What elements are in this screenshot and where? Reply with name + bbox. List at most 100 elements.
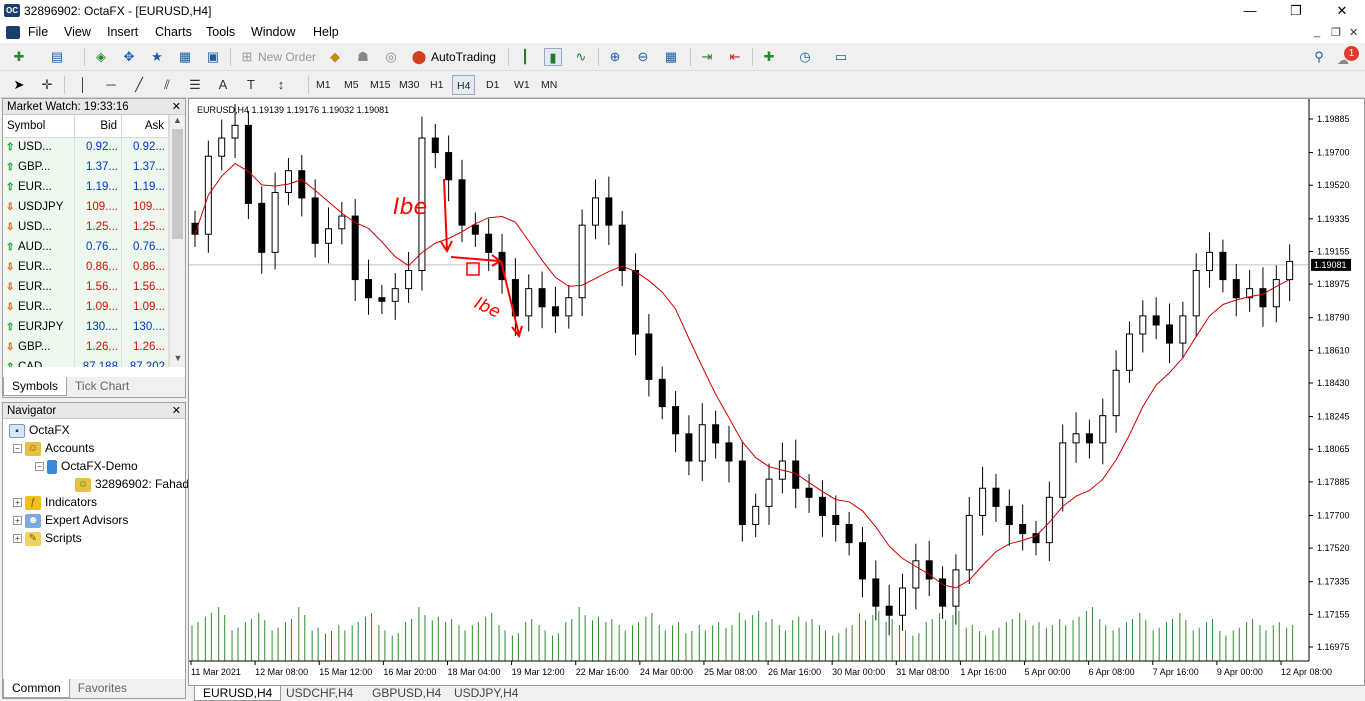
- strategy-tester-icon[interactable]: ▣: [206, 49, 220, 64]
- close-icon[interactable]: ✕: [171, 405, 181, 417]
- ask-cell[interactable]: 0.86...: [121, 257, 170, 277]
- symbol-cell[interactable]: ⇧ EUR...: [3, 177, 75, 197]
- bid-cell[interactable]: 1.56...: [74, 277, 122, 297]
- bid-cell[interactable]: 0.86...: [74, 257, 122, 277]
- table-row[interactable]: ⇩ USDJPY 109.... 109....: [3, 197, 170, 217]
- horizontal-line-icon[interactable]: ─: [106, 77, 116, 92]
- nav-scripts[interactable]: + ✎ Scripts: [9, 529, 185, 547]
- menu-view[interactable]: View: [64, 25, 91, 39]
- ask-cell[interactable]: 109....: [121, 197, 170, 217]
- tab-common[interactable]: Common: [3, 679, 70, 698]
- chart-shift-icon[interactable]: ⇤: [729, 49, 741, 64]
- text-label-icon[interactable]: T: [247, 77, 255, 92]
- column-header-ask[interactable]: Ask: [121, 115, 170, 138]
- notifications-button[interactable]: ☁ 1: [1337, 46, 1359, 67]
- bid-cell[interactable]: 109....: [74, 197, 122, 217]
- symbol-cell[interactable]: ⇧ USD...: [3, 137, 75, 157]
- symbol-cell[interactable]: ⇧ GBP...: [3, 157, 75, 177]
- line-chart-icon[interactable]: ∿: [575, 49, 587, 64]
- symbol-cell[interactable]: ⇧ AUD...: [3, 237, 75, 257]
- profiles-icon[interactable]: ▤: [50, 49, 64, 64]
- timeframe-h4[interactable]: H4: [452, 75, 476, 95]
- column-header-bid[interactable]: Bid: [74, 115, 122, 138]
- new-order-button[interactable]: New Order: [258, 50, 317, 64]
- timeframe-mn[interactable]: MN: [541, 79, 558, 91]
- expand-icon[interactable]: +: [13, 516, 22, 526]
- mdi-restore-button[interactable]: ❐: [1331, 27, 1341, 39]
- expand-icon[interactable]: +: [13, 534, 22, 544]
- market-watch-icon[interactable]: ◈: [96, 49, 106, 64]
- tab-symbols[interactable]: Symbols: [3, 377, 68, 396]
- table-row[interactable]: ⇧ EUR... 1.19... 1.19...: [3, 177, 170, 197]
- signals-icon[interactable]: ◎: [385, 49, 397, 64]
- nav-root[interactable]: ▪ OctaFX: [9, 421, 185, 439]
- autotrading-button[interactable]: AutoTrading: [431, 50, 496, 64]
- menu-tools[interactable]: Tools: [206, 25, 236, 39]
- scroll-down-icon[interactable]: ▼: [173, 353, 183, 363]
- ask-cell[interactable]: 0.92...: [121, 137, 170, 157]
- vertical-line-icon[interactable]: │: [78, 77, 88, 92]
- menu-file[interactable]: File: [28, 25, 49, 39]
- ask-cell[interactable]: 1.37...: [121, 157, 170, 177]
- zoom-in-icon[interactable]: ⊕: [609, 49, 621, 64]
- terminal-icon[interactable]: ▦: [178, 49, 192, 64]
- timeframe-m5[interactable]: M5: [344, 79, 359, 91]
- ask-cell[interactable]: 1.09...: [121, 297, 170, 317]
- auto-scroll-icon[interactable]: ⇥: [701, 49, 713, 64]
- new-chart-icon[interactable]: ✚: [13, 49, 25, 64]
- fibonacci-icon[interactable]: ☰: [189, 77, 201, 92]
- chart-tab-eurusd[interactable]: EURUSD,H4: [194, 686, 282, 701]
- autotrading-icon[interactable]: ⬤: [411, 49, 427, 64]
- close-icon[interactable]: ✕: [171, 101, 181, 113]
- menu-window[interactable]: Window: [251, 25, 296, 39]
- chart-tab-gbpusd[interactable]: GBPUSD,H4: [372, 686, 442, 700]
- ask-cell[interactable]: 130....: [121, 317, 170, 337]
- tile-windows-icon[interactable]: ▦: [664, 49, 678, 64]
- bid-cell[interactable]: 1.26...: [74, 337, 122, 357]
- menu-insert[interactable]: Insert: [107, 25, 139, 39]
- crosshair-icon[interactable]: ✛: [41, 77, 53, 92]
- chart-tab-usdjpy[interactable]: USDJPY,H4: [454, 686, 519, 700]
- minimize-button[interactable]: —: [1243, 3, 1257, 18]
- table-row[interactable]: ⇩ EUR... 1.09... 1.09...: [3, 297, 170, 317]
- symbol-cell[interactable]: ⇧ EURJPY: [3, 317, 75, 337]
- bar-chart-icon[interactable]: ┃: [521, 49, 529, 64]
- data-window-icon[interactable]: ✥: [123, 49, 135, 64]
- timeframe-m30[interactable]: M30: [399, 79, 420, 91]
- tab-tick-chart[interactable]: Tick Chart: [75, 379, 130, 393]
- ask-cell[interactable]: 1.26...: [121, 337, 170, 357]
- table-row[interactable]: ⇩ EUR... 0.86... 0.86...: [3, 257, 170, 277]
- timeframe-w1[interactable]: W1: [514, 79, 530, 91]
- zoom-out-icon[interactable]: ⊖: [637, 49, 649, 64]
- bid-cell[interactable]: 0.76...: [74, 237, 122, 257]
- bid-cell[interactable]: 87.188: [74, 357, 122, 367]
- table-row[interactable]: ⇧ GBP... 1.37... 1.37...: [3, 157, 170, 177]
- nav-indicators[interactable]: + ƒ Indicators: [9, 493, 185, 511]
- metaeditor-icon[interactable]: ◆: [330, 49, 340, 64]
- candlestick-chart[interactable]: Ibe Ibe 1.19885 1.19700 1.19520 1.19335 1.19…: [189, 99, 1364, 685]
- nav-expert-advisors[interactable]: + ☻ Expert Advisors: [9, 511, 185, 529]
- cursor-icon[interactable]: ➤: [13, 77, 25, 92]
- expand-icon[interactable]: +: [13, 498, 22, 508]
- table-row[interactable]: ⇩ GBP... 1.26... 1.26...: [3, 337, 170, 357]
- chart-window[interactable]: Ibe Ibe 1.19885 1.19700 1.19520 1.19335 1.19…: [188, 98, 1365, 686]
- navigator-icon[interactable]: ★: [151, 49, 163, 64]
- nav-account-user[interactable]: ☺ 32896902: Fahad: [9, 475, 189, 493]
- symbol-cell[interactable]: ⇩ GBP...: [3, 337, 75, 357]
- ask-cell[interactable]: 0.76...: [121, 237, 170, 257]
- trendline-icon[interactable]: ╱: [135, 77, 143, 92]
- scroll-thumb[interactable]: [172, 129, 183, 239]
- column-header-symbol[interactable]: Symbol: [3, 115, 75, 138]
- bid-cell[interactable]: 0.92...: [74, 137, 122, 157]
- nav-accounts[interactable]: − ☺ Accounts: [9, 439, 185, 457]
- ask-cell[interactable]: 1.56...: [121, 277, 170, 297]
- table-row[interactable]: ⇩ EUR... 1.56... 1.56...: [3, 277, 170, 297]
- symbol-cell[interactable]: ⇩ EUR...: [3, 257, 75, 277]
- menu-help[interactable]: Help: [313, 25, 339, 39]
- bid-cell[interactable]: 1.25...: [74, 217, 122, 237]
- collapse-icon[interactable]: −: [13, 444, 22, 454]
- search-icon[interactable]: ⚲: [1314, 49, 1324, 64]
- bid-cell[interactable]: 1.37...: [74, 157, 122, 177]
- ask-cell[interactable]: 87.202: [121, 357, 170, 367]
